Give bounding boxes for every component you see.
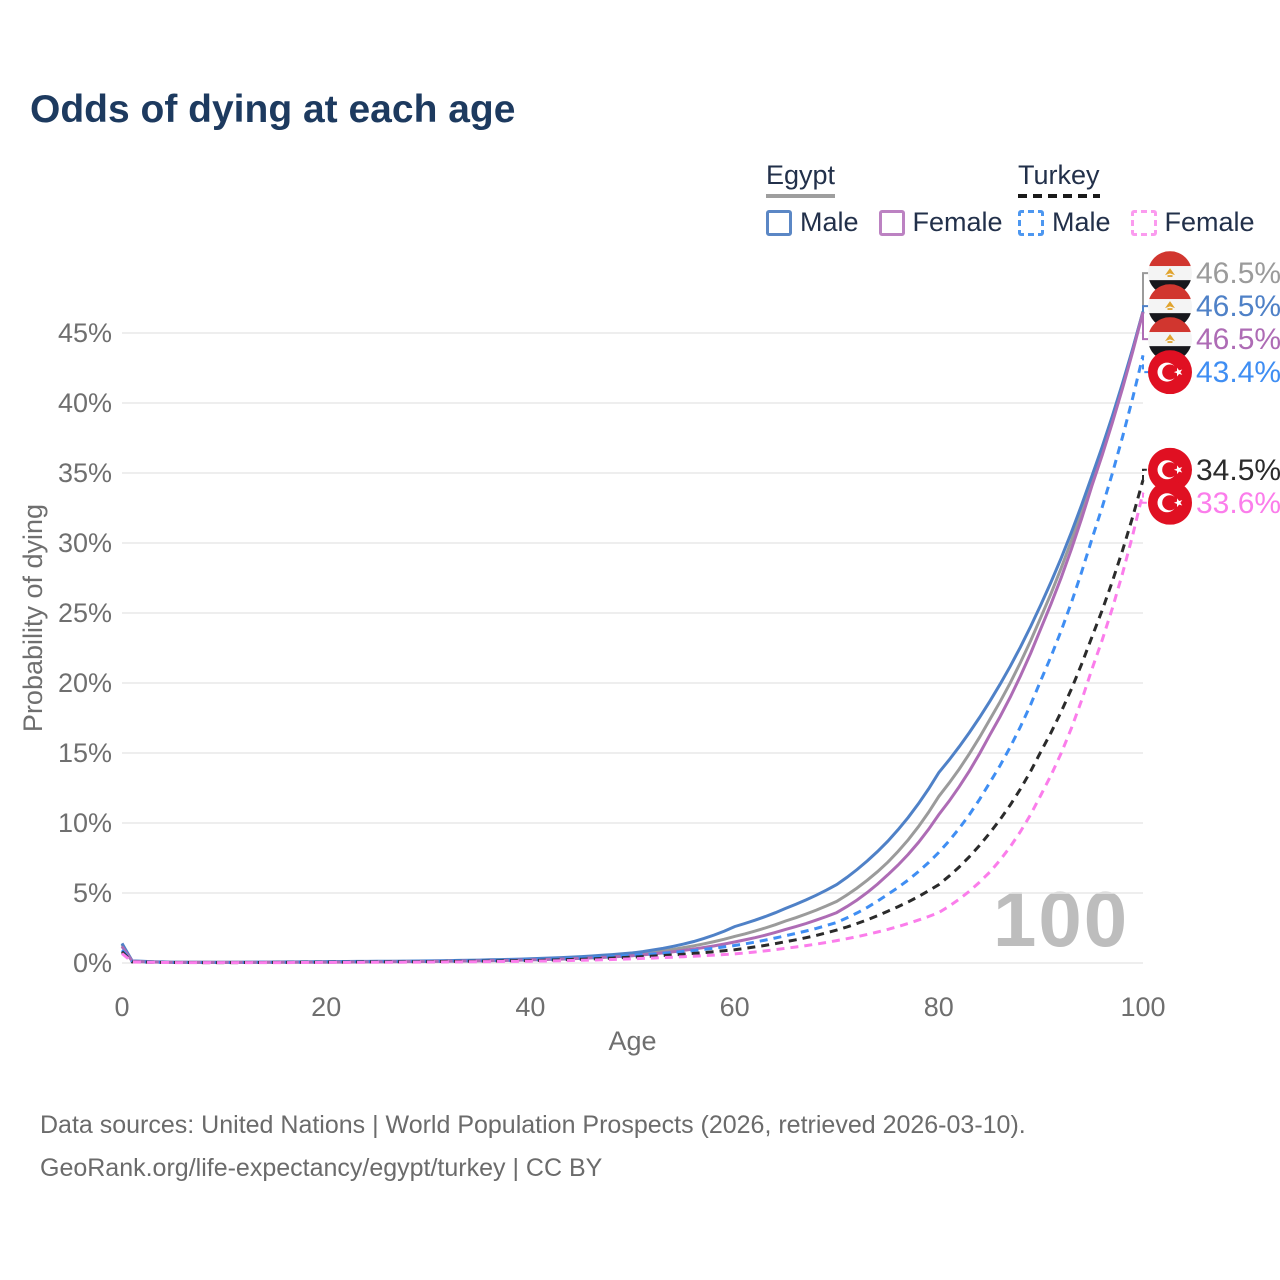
y-tick-label: 10%	[58, 808, 112, 838]
egypt-female-label: Female	[912, 207, 1003, 237]
turkey-female-checkbox[interactable]	[1130, 209, 1157, 236]
x-axis-title: Age	[608, 1026, 656, 1056]
legend-country-egypt[interactable]: Egypt	[766, 160, 836, 198]
x-tick-label: 0	[114, 992, 129, 1022]
x-tick-label: 100	[1120, 992, 1165, 1022]
axis-labels: 0% 5% 10% 15% 20% 25% 30% 35% 40% 45% 0 20 40 60 80 100…	[18, 318, 1166, 1056]
y-tick-label: 45%	[58, 318, 112, 348]
site-license-line: GeoRank.org/life-expectancy/egypt/turkey…	[40, 1154, 603, 1182]
legend-turkey-label: Turkey	[1018, 160, 1100, 190]
curve-turkey-female	[121, 492, 1145, 965]
y-tick-label: 20%	[58, 668, 112, 698]
curve-egypt-all	[120, 310, 1145, 964]
turkey-flag-icon	[1148, 480, 1192, 525]
y-tick-label: 25%	[58, 598, 112, 628]
legend-item-egypt-female[interactable]: Female	[878, 207, 1003, 238]
hover-age-watermark: 100	[993, 875, 1130, 963]
legend-country-turkey[interactable]: Turkey	[1018, 160, 1100, 198]
legend-group-turkey: Turkey Male Female	[1018, 160, 1255, 238]
y-tick-label: 0%	[73, 948, 112, 978]
legend-item-egypt-male[interactable]: Male	[766, 207, 859, 238]
legend-item-turkey-female[interactable]: Female	[1130, 207, 1255, 238]
label-connector	[1142, 272, 1150, 312]
end-labels: 46.5%46.5%46.5%43.4%34.5%33.6%	[1142, 251, 1280, 525]
curve-turkey-male	[120, 355, 1145, 964]
chart-title: Odds of dying at each age	[30, 88, 516, 131]
curve-egypt-female	[120, 311, 1145, 964]
end-value-egypt-all: 46.5%	[1196, 257, 1280, 290]
legend-egypt-label: Egypt	[766, 160, 836, 190]
egypt-female-checkbox[interactable]	[878, 209, 905, 236]
y-axis-title: Probability of dying	[18, 504, 48, 732]
turkey-female-label: Female	[1164, 207, 1255, 237]
egypt-male-checkbox[interactable]	[766, 209, 792, 236]
y-tick-label: 5%	[73, 878, 112, 908]
x-tick-label: 20	[311, 992, 341, 1022]
turkey-line-style-sample	[1018, 194, 1100, 198]
end-value-turkey-all: 34.5%	[1196, 454, 1280, 487]
x-tick-label: 60	[720, 992, 750, 1022]
label-connector	[1142, 355, 1150, 374]
end-value-egypt-female: 46.5%	[1196, 323, 1280, 356]
end-value-egypt-male: 46.5%	[1196, 290, 1280, 323]
label-connector	[1142, 492, 1150, 504]
y-tick-label: 35%	[58, 458, 112, 488]
gridlines	[122, 332, 1143, 964]
y-tick-label: 15%	[58, 738, 112, 768]
label-connector	[1142, 468, 1150, 480]
label-connector	[1142, 312, 1150, 341]
label-connector	[1142, 305, 1150, 312]
curves	[120, 310, 1145, 965]
x-tick-label: 40	[515, 992, 545, 1022]
y-tick-label: 40%	[58, 388, 112, 418]
data-sources-line: Data sources: United Nations | World Pop…	[40, 1111, 1026, 1139]
legend-item-turkey-male[interactable]: Male	[1018, 207, 1111, 238]
curve-egypt-male	[120, 311, 1145, 964]
turkey-flag-icon	[1148, 350, 1192, 395]
egypt-male-label: Male	[800, 207, 859, 237]
end-value-turkey-female: 33.6%	[1196, 487, 1280, 520]
egypt-line-style-sample	[766, 194, 836, 198]
end-value-turkey-male: 43.4%	[1196, 356, 1280, 389]
y-tick-label: 30%	[58, 528, 112, 558]
turkey-male-label: Male	[1052, 207, 1111, 237]
turkey-male-checkbox[interactable]	[1018, 209, 1044, 236]
source-attribution: Data sources: United Nations | World Pop…	[40, 1104, 1026, 1190]
x-tick-label: 80	[924, 992, 954, 1022]
legend-group-egypt: Egypt Male Female	[766, 160, 1003, 238]
